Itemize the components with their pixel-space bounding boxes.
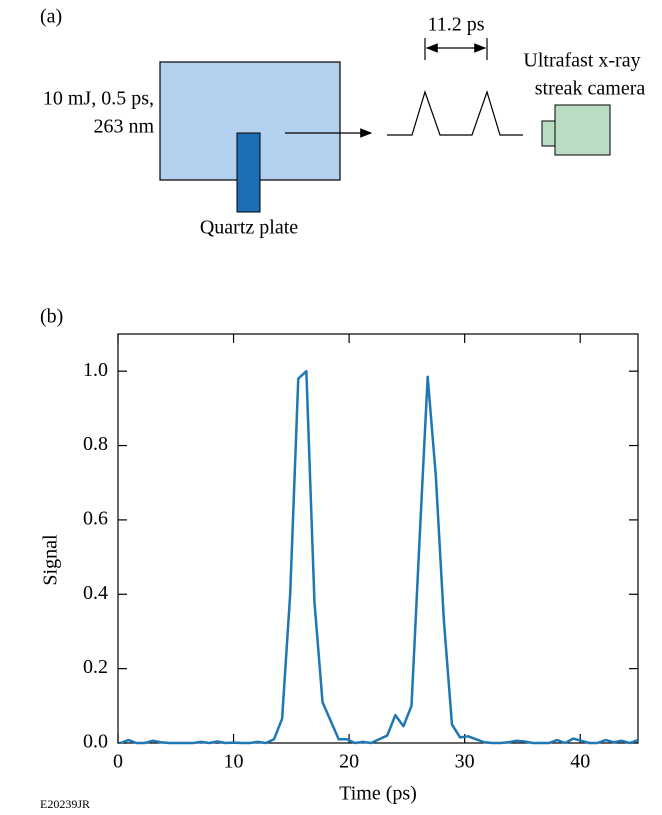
x-tick-label: 40 bbox=[570, 751, 590, 773]
x-tick-label: 0 bbox=[113, 751, 123, 773]
delay-label: 11.2 ps bbox=[427, 14, 484, 36]
x-tick-label: 30 bbox=[455, 751, 475, 773]
camera-label: Ultrafast x-ray bbox=[523, 50, 640, 72]
laser-label: 10 mJ, 0.5 ps, bbox=[43, 88, 154, 110]
y-tick-label: 0.6 bbox=[83, 508, 108, 530]
pulse-train bbox=[387, 90, 523, 136]
x-axis-label: Time (ps) bbox=[339, 783, 417, 805]
camera-label: streak camera bbox=[535, 78, 646, 100]
signal-line bbox=[119, 369, 639, 745]
plate-label: Quartz plate bbox=[200, 217, 298, 239]
x-tick-label: 10 bbox=[224, 751, 244, 773]
x-tick-label: 20 bbox=[339, 751, 359, 773]
y-tick-label: 0.0 bbox=[83, 731, 108, 753]
panel-label: (a) bbox=[40, 6, 62, 28]
quartz-plate bbox=[236, 132, 261, 213]
y-axis-label: Signal bbox=[40, 534, 62, 586]
panel-label: (b) bbox=[40, 306, 63, 328]
plot-frame bbox=[117, 333, 639, 744]
camera-lens bbox=[541, 120, 556, 147]
y-tick-label: 0.8 bbox=[83, 433, 108, 455]
y-tick-label: 0.2 bbox=[83, 656, 108, 678]
y-tick-label: 0.4 bbox=[83, 582, 108, 604]
camera-body bbox=[554, 104, 611, 156]
y-tick-label: 1.0 bbox=[83, 359, 108, 381]
figure-id: E20239JR bbox=[40, 797, 90, 811]
laser-label: 263 nm bbox=[93, 116, 154, 138]
